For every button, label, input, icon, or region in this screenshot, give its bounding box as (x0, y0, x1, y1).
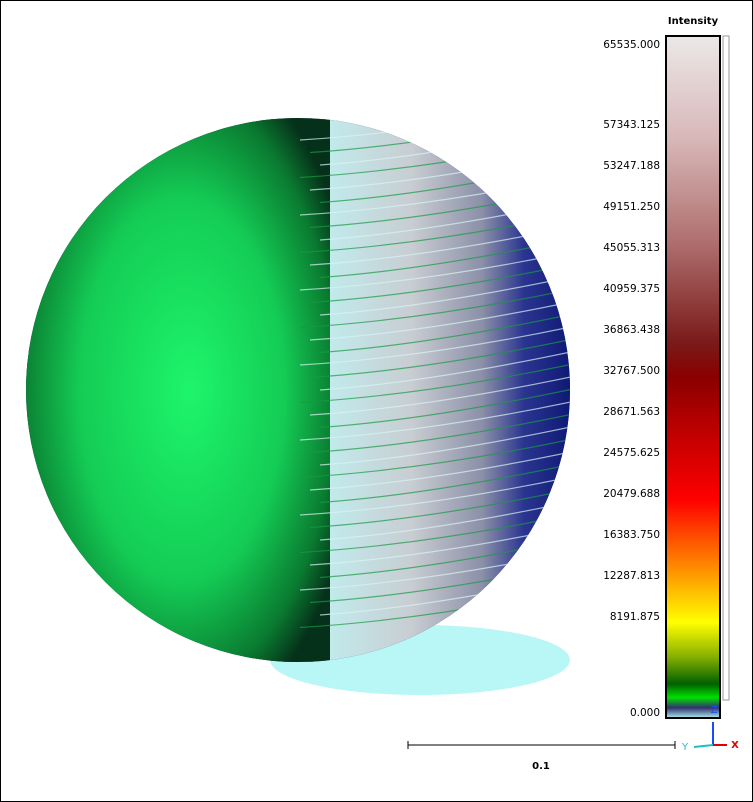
colorbar-label: 57343.125 (603, 119, 660, 131)
colorbar-label: 8191.875 (610, 611, 660, 623)
colorbar-label: 49151.250 (603, 201, 660, 213)
colorbar-label: 20479.688 (603, 488, 660, 500)
colorbar-label: 16383.750 (603, 529, 660, 541)
colorbar-label: 24575.625 (603, 447, 660, 459)
viewer: Intensity 65535.000 57343.125 53247.188 491… (0, 0, 753, 802)
axis-x-label: X (731, 740, 739, 751)
axis-z-label: Z (711, 705, 718, 716)
colorbar-label: 45055.313 (603, 242, 660, 254)
colorbar-label: 36863.438 (603, 324, 660, 336)
colorbar-label: 65535.000 (603, 39, 660, 51)
colorbar-title: Intensity (668, 16, 719, 27)
colorbar-label: 0.000 (630, 707, 660, 719)
axis-y-label: Y (681, 742, 689, 753)
colorbar-label: 32767.500 (603, 365, 660, 377)
colorbar (666, 36, 720, 718)
colorbar-edge (723, 36, 729, 700)
colorbar-label: 28671.563 (603, 406, 660, 418)
colorbar-label: 40959.375 (603, 283, 660, 295)
colorbar-label: 53247.188 (603, 160, 660, 172)
scale-label: 0.1 (532, 761, 550, 772)
colorbar-label: 12287.813 (603, 570, 660, 582)
